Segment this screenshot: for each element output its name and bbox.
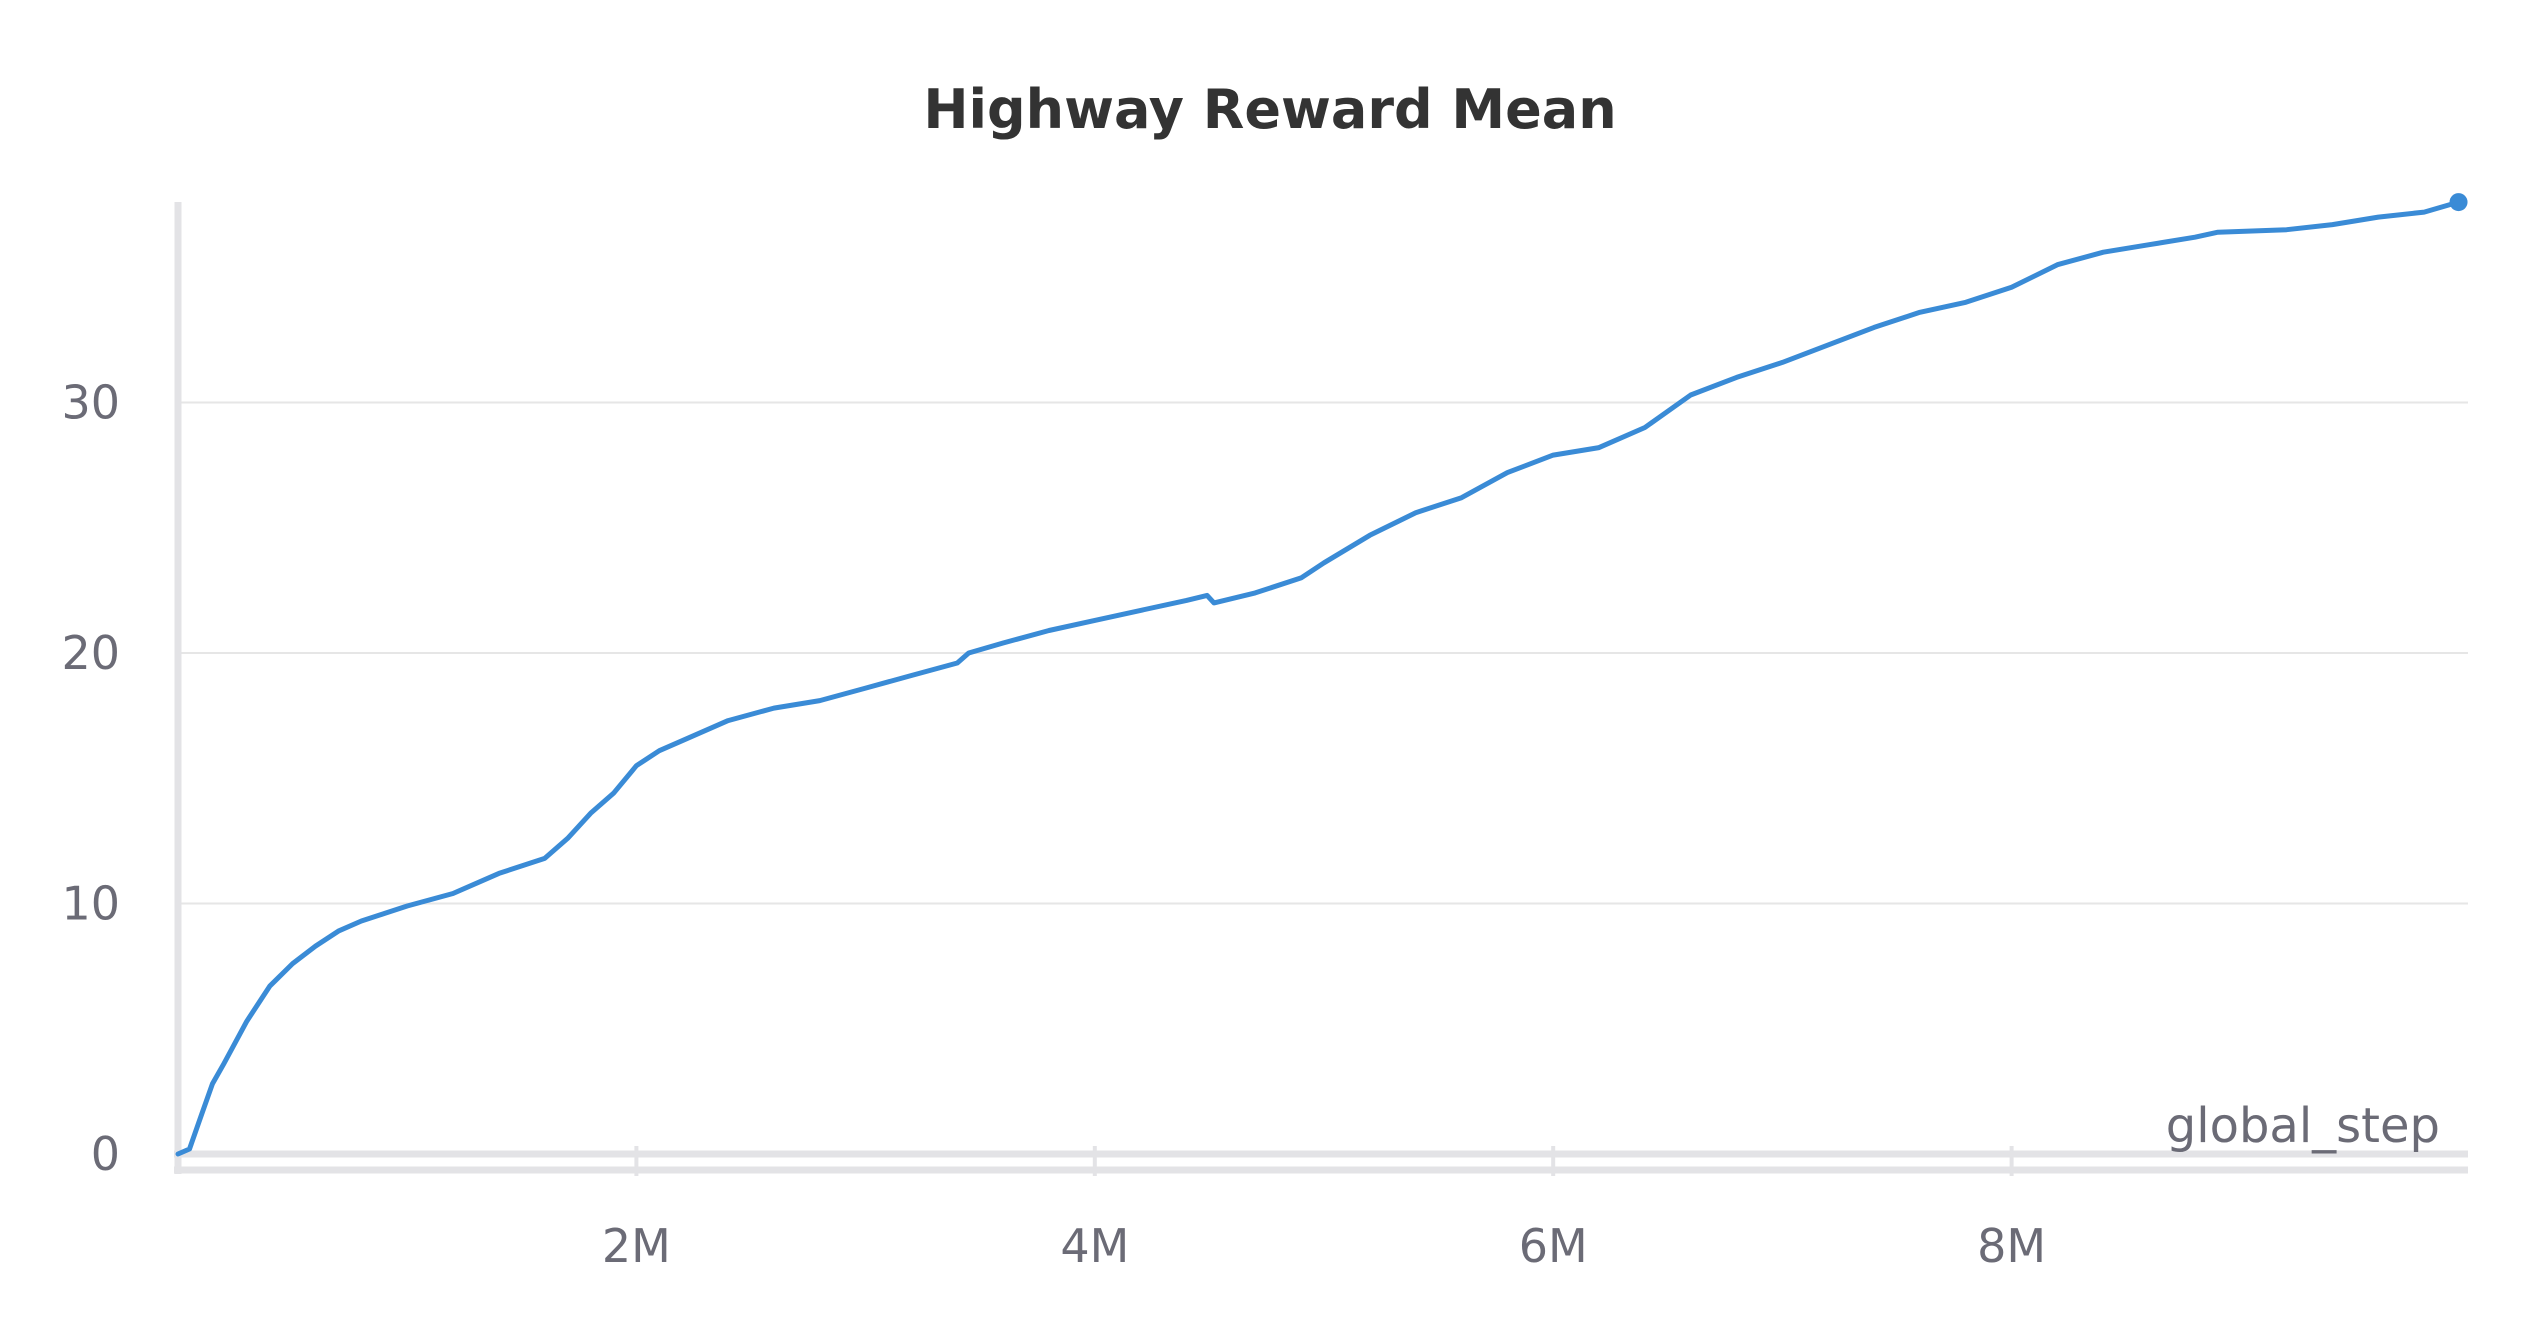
chart-title: Highway Reward Mean: [923, 78, 1616, 141]
axes: [174, 202, 2468, 1176]
series-line: [175, 199, 2461, 1157]
x-axis-label: global_step: [2166, 1098, 2440, 1154]
y-tick-label: 30: [61, 376, 120, 430]
y-tick-label: 0: [91, 1127, 120, 1181]
x-tick-label: 2M: [602, 1219, 671, 1273]
grid-lines: [178, 401, 2468, 905]
x-tick-label: 4M: [1060, 1219, 1129, 1273]
x-tick-label: 8M: [1977, 1219, 2046, 1273]
series-end-point: [2449, 193, 2468, 212]
y-tick-label: 20: [61, 626, 120, 680]
y-tick-label: 10: [61, 877, 120, 931]
series-layer: [175, 193, 2468, 1157]
x-tick-label: 6M: [1519, 1219, 1588, 1273]
tick-labels: 0 10 20 30 2M 4M 6M 8M: [61, 376, 2046, 1274]
